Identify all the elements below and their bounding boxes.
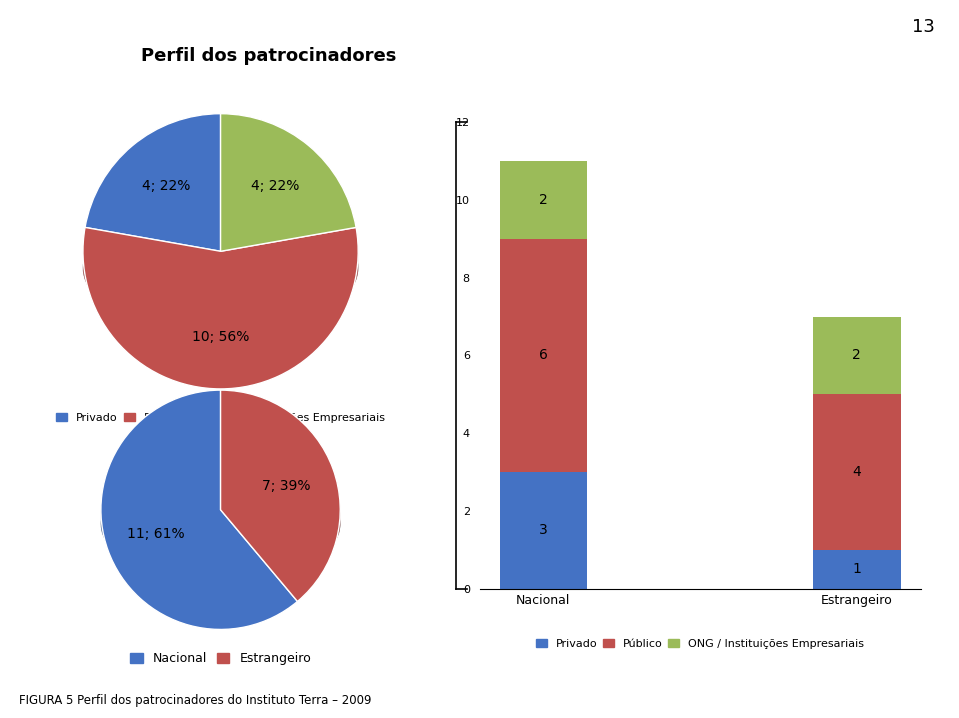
Text: 2: 2 <box>539 193 548 207</box>
Bar <box>813 394 901 550</box>
Legend: Privado, Público, ONG / Instituições Empresariais: Privado, Público, ONG / Instituições Emp… <box>531 634 869 653</box>
Bar <box>813 550 901 589</box>
Bar <box>500 472 587 589</box>
Text: 7; 39%: 7; 39% <box>262 479 310 493</box>
Bar <box>500 238 587 472</box>
Text: 4: 4 <box>853 465 861 479</box>
Polygon shape <box>83 249 358 337</box>
Text: Perfil dos patrocinadores: Perfil dos patrocinadores <box>141 47 396 65</box>
Bar <box>813 317 901 394</box>
Legend: Nacional, Estrangeiro: Nacional, Estrangeiro <box>125 647 316 670</box>
Polygon shape <box>297 508 340 570</box>
Legend: Privado, Público, ONG / Instituições Empresariais: Privado, Público, ONG / Instituições Emp… <box>52 409 389 427</box>
Text: FIGURA 5 Perfil dos patrocinadores do Instituto Terra – 2009: FIGURA 5 Perfil dos patrocinadores do In… <box>19 694 372 707</box>
Text: 3: 3 <box>539 523 548 537</box>
Text: 2: 2 <box>853 348 861 363</box>
Wedge shape <box>101 390 297 630</box>
Text: 11; 61%: 11; 61% <box>127 526 184 541</box>
Wedge shape <box>221 113 356 251</box>
Bar <box>500 161 587 238</box>
Text: 1: 1 <box>853 562 861 577</box>
Text: 10; 56%: 10; 56% <box>192 330 249 344</box>
Wedge shape <box>85 113 221 251</box>
Polygon shape <box>101 510 297 584</box>
Wedge shape <box>221 390 340 602</box>
Text: 4; 22%: 4; 22% <box>251 179 299 193</box>
Text: 4; 22%: 4; 22% <box>142 179 190 193</box>
Wedge shape <box>82 228 359 389</box>
Text: 6: 6 <box>539 348 548 363</box>
Text: 13: 13 <box>912 18 935 36</box>
